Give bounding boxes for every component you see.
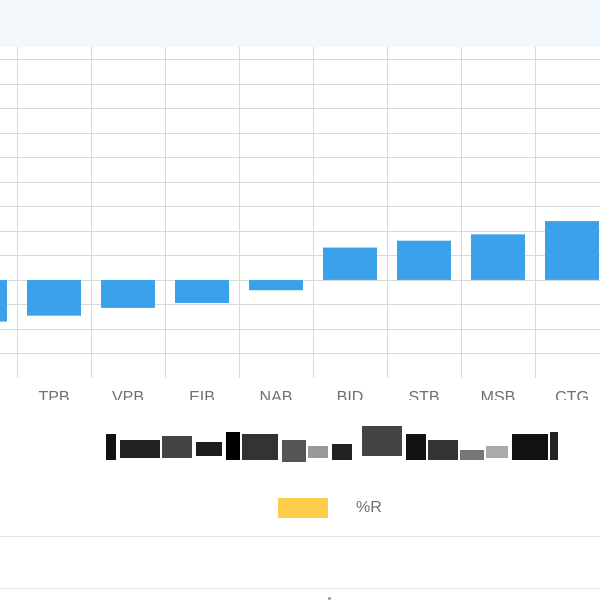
divider-line bbox=[0, 536, 600, 537]
bar-partial bbox=[0, 279, 7, 322]
divider-line bbox=[0, 588, 600, 589]
legend-label: %R bbox=[356, 499, 382, 516]
header-strip bbox=[0, 0, 600, 47]
x-tick-label: NAB bbox=[260, 389, 293, 400]
x-tick-label: EIB bbox=[189, 389, 215, 400]
bar-ctg bbox=[545, 221, 599, 280]
redacted-caption bbox=[106, 426, 558, 464]
bar-tpb bbox=[27, 279, 81, 316]
x-tick-label: BID bbox=[337, 389, 364, 400]
x-tick-label: CTG bbox=[555, 389, 589, 400]
chart-svg: TPB VPB EIB NAB BID STB MSB CTG bbox=[0, 47, 600, 400]
legend-swatch bbox=[278, 498, 328, 518]
x-tick-label: MSB bbox=[481, 389, 516, 400]
bar-vpb bbox=[101, 279, 155, 308]
x-tick-label: STB bbox=[408, 389, 439, 400]
pager-dot bbox=[328, 597, 331, 600]
bar-nab bbox=[249, 279, 303, 291]
x-tick-label: TPB bbox=[38, 389, 69, 400]
bar-msb bbox=[471, 234, 525, 280]
bar-chart: TPB VPB EIB NAB BID STB MSB CTG bbox=[0, 47, 600, 400]
chart-legend: %R bbox=[278, 497, 382, 519]
x-tick-label: VPB bbox=[112, 389, 144, 400]
bar-eib bbox=[175, 279, 229, 303]
bar-stb bbox=[397, 240, 451, 280]
bar-bid bbox=[323, 247, 377, 280]
